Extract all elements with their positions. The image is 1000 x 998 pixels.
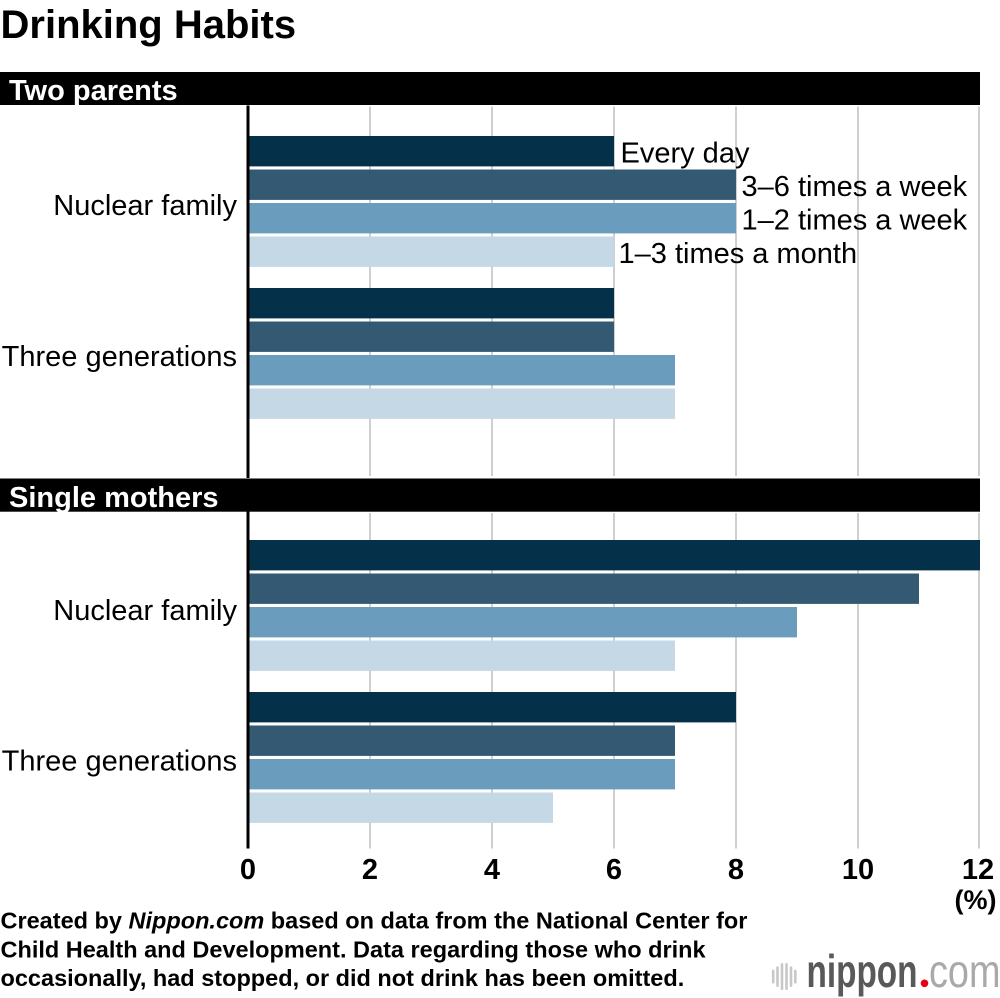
svg-text:Single mothers: Single mothers: [9, 482, 219, 514]
svg-text:Two parents: Two parents: [9, 75, 178, 107]
svg-text:Three generations: Three generations: [2, 746, 237, 778]
svg-text:occasionally, had stopped, or: occasionally, had stopped, or did not dr…: [1, 965, 685, 991]
svg-text:0: 0: [240, 854, 256, 886]
svg-text:com: com: [929, 945, 1000, 997]
svg-text:Child Health and Development.: Child Health and Development. Data regar…: [1, 936, 707, 962]
svg-text:2: 2: [362, 854, 378, 886]
svg-text:Every day: Every day: [621, 137, 750, 169]
svg-text:4: 4: [484, 854, 500, 886]
svg-text:(%): (%): [955, 885, 997, 915]
svg-text:12: 12: [962, 854, 994, 886]
svg-text:Nuclear family: Nuclear family: [53, 595, 237, 627]
svg-text:Drinking Habits: Drinking Habits: [1, 3, 297, 47]
svg-text:1–2 times a week: 1–2 times a week: [742, 204, 968, 236]
svg-text:8: 8: [728, 854, 744, 886]
svg-text:10: 10: [842, 854, 874, 886]
svg-text:1–3 times a month: 1–3 times a month: [619, 238, 858, 270]
svg-text:Created by Nippon.com based on: Created by Nippon.com based on data from…: [1, 908, 748, 934]
svg-text:Three generations: Three generations: [2, 341, 237, 373]
svg-text:Nuclear family: Nuclear family: [53, 190, 237, 222]
svg-text:3–6 times a week: 3–6 times a week: [742, 171, 968, 203]
svg-text:nippon: nippon: [807, 945, 918, 997]
svg-text:6: 6: [606, 854, 622, 886]
